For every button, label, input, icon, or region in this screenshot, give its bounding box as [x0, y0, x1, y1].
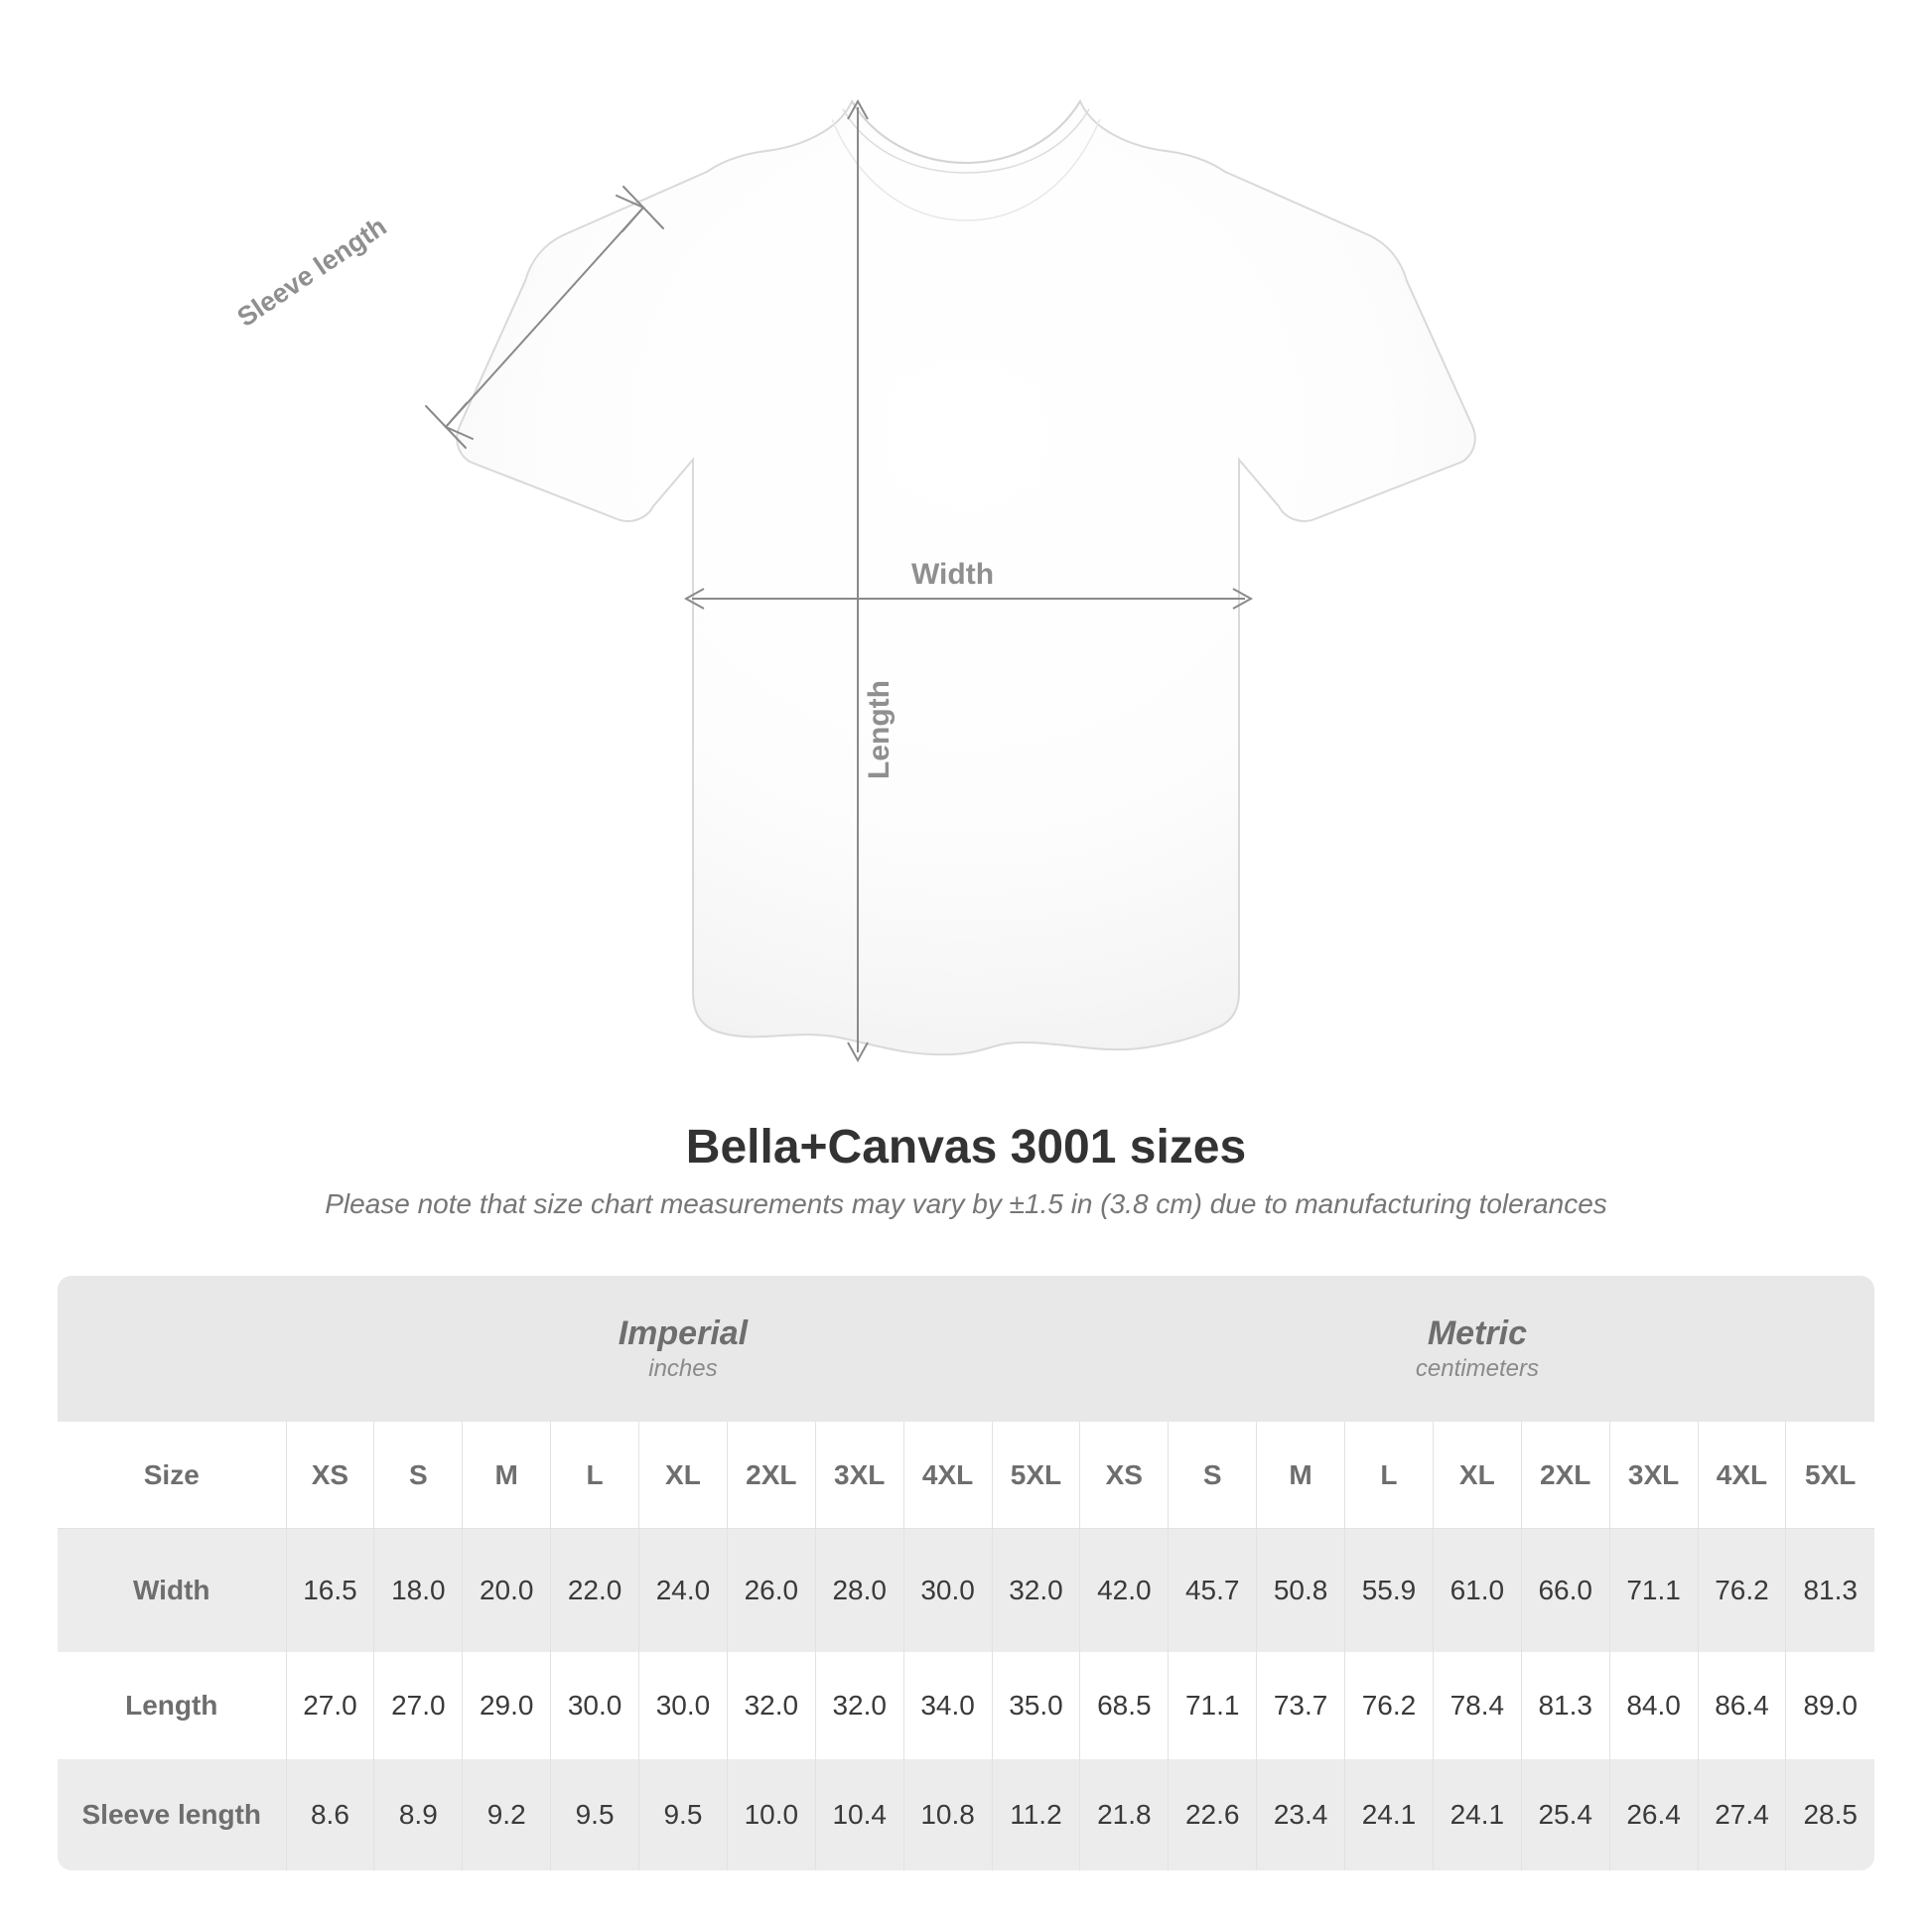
svg-text:Width: Width — [911, 558, 994, 591]
svg-text:Length: Length — [863, 680, 896, 779]
svg-text:Sleeve length: Sleeve length — [232, 211, 392, 333]
